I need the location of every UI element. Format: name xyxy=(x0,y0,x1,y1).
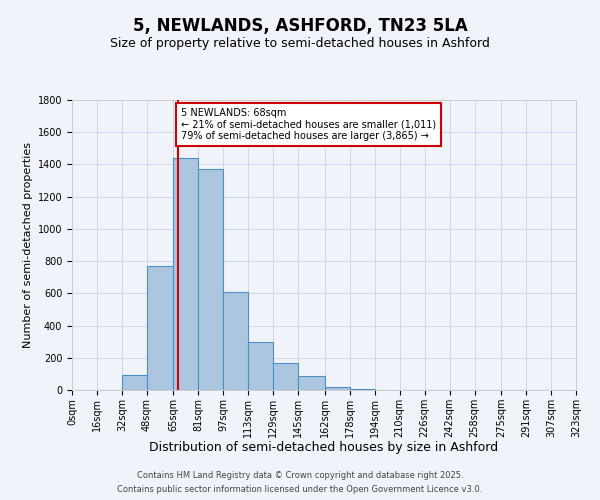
Bar xyxy=(173,158,199,390)
Text: Contains public sector information licensed under the Open Government Licence v3: Contains public sector information licen… xyxy=(118,484,482,494)
Text: 5, NEWLANDS, ASHFORD, TN23 5LA: 5, NEWLANDS, ASHFORD, TN23 5LA xyxy=(133,18,467,36)
Bar xyxy=(223,292,248,390)
Bar xyxy=(325,387,350,390)
Text: 5 NEWLANDS: 68sqm
← 21% of semi-detached houses are smaller (1,011)
79% of semi-: 5 NEWLANDS: 68sqm ← 21% of semi-detached… xyxy=(181,108,436,142)
Text: Contains HM Land Registry data © Crown copyright and database right 2025.: Contains HM Land Registry data © Crown c… xyxy=(137,472,463,480)
Bar xyxy=(199,170,223,390)
Text: Size of property relative to semi-detached houses in Ashford: Size of property relative to semi-detach… xyxy=(110,38,490,51)
Bar xyxy=(298,376,325,390)
Y-axis label: Number of semi-detached properties: Number of semi-detached properties xyxy=(23,142,34,348)
Bar xyxy=(350,389,375,390)
Bar xyxy=(248,342,273,390)
Bar xyxy=(273,364,298,390)
X-axis label: Distribution of semi-detached houses by size in Ashford: Distribution of semi-detached houses by … xyxy=(149,442,499,454)
Bar xyxy=(147,266,173,390)
Bar xyxy=(122,374,147,390)
